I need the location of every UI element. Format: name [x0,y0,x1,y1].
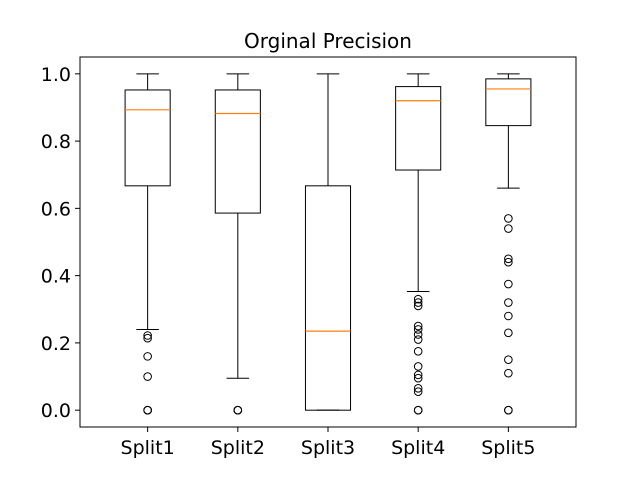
x-tick-label: Split5 [481,437,535,459]
outlier-point [143,372,152,381]
plot-frame [79,56,577,428]
outlier-point [504,405,513,415]
outlier-point [504,224,513,233]
outlier-point [413,335,423,344]
outlier-point [413,325,423,334]
outlier-point [413,387,423,396]
outlier-point [143,405,152,415]
y-tick-label: 0.2 [41,333,71,355]
outlier-point [413,362,423,371]
iqr-box [214,89,261,214]
x-tick-label: Split4 [391,437,445,459]
outlier-point [504,279,513,289]
x-axis: Split1 Split2 Split3 Split4 Split5 [121,427,535,459]
outlier-point [233,405,243,415]
plot-area [124,73,532,415]
iqr-box [124,89,171,187]
outlier-point [504,368,513,378]
outlier-point [504,214,513,223]
outlier-point [413,298,423,307]
outlier-point [143,333,152,343]
outlier-point [413,321,423,331]
outlier-point [504,355,513,365]
y-tick-label: 0.0 [41,400,71,422]
outlier-point [413,301,423,311]
box-group-split2 [214,73,261,415]
outlier-point [504,311,513,321]
outlier-point [504,254,513,264]
outlier-point [413,370,423,380]
outlier-point [413,294,423,304]
y-axis: 0.0 0.2 0.4 0.6 0.8 1.0 [41,64,80,422]
y-tick-label: 0.4 [41,266,71,288]
x-tick-label: Split1 [121,437,175,459]
y-tick-label: 0.6 [41,198,71,220]
chart-title: Orginal Precision [244,29,412,53]
box-group-split5 [485,73,532,415]
outlier-point [143,352,152,361]
outlier-point [413,373,423,383]
x-tick-label: Split2 [211,437,265,459]
outlier-point [504,328,513,338]
y-tick-label: 0.8 [41,131,71,153]
box-group-split1 [124,73,171,415]
outlier-point [143,331,152,340]
iqr-box [304,185,352,411]
outlier-point [504,298,513,307]
outlier-point [504,257,513,267]
box-group-split4 [395,73,442,415]
outlier-point [413,347,423,356]
outlier-point [413,405,423,415]
box-group-split3 [304,73,352,411]
iqr-box [395,86,442,171]
outlier-point [413,330,423,339]
iqr-box [485,78,532,127]
outlier-point [413,384,423,393]
x-tick-label: Split3 [301,437,355,459]
y-tick-label: 1.0 [41,64,71,86]
